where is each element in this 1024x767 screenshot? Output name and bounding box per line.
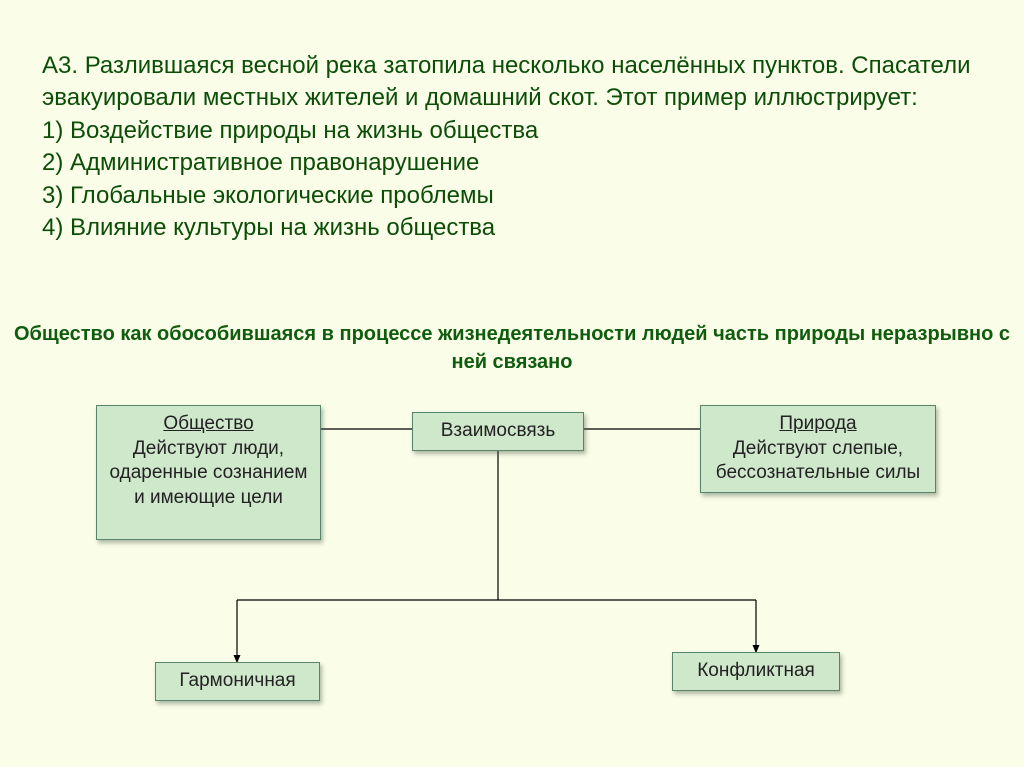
subtitle: Общество как обособившаяся в процессе жи… [0,320,1024,376]
question-main: Разлившаяся весной река затопила несколь… [42,52,970,111]
node-society: Общество Действуют люди, одаренные созна… [96,405,321,540]
node-conflict: Конфликтная [672,652,840,691]
question-text: А3. Разлившаяся весной река затопила нес… [42,50,982,115]
node-nature-title: Природа [779,413,856,434]
node-nature: Природа Действуют слепые, бессознательны… [700,405,936,493]
node-interconnection-title: Взаимосвязь [441,420,555,441]
option-1: 1) Воздействие природы на жизнь общества [42,115,982,147]
node-harmonious: Гармоничная [155,662,320,701]
node-conflict-title: Конфликтная [697,660,815,681]
node-society-body: Действуют люди, одаренные сознанием и им… [110,438,308,508]
option-3: 3) Глобальные экологические проблемы [42,180,982,212]
option-4: 4) Влияние культуры на жизнь общества [42,212,982,244]
node-nature-body: Действуют слепые, бессознательные силы [716,438,920,484]
node-harmonious-title: Гармоничная [179,670,295,691]
option-2: 2) Административное правонарушение [42,147,982,179]
node-society-title: Общество [163,413,253,434]
node-interconnection: Взаимосвязь [412,412,584,451]
question-block: А3. Разлившаяся весной река затопила нес… [42,50,982,244]
question-prefix: А3. [42,52,85,79]
diagram-area: Общество Действуют люди, одаренные созна… [0,395,1024,755]
